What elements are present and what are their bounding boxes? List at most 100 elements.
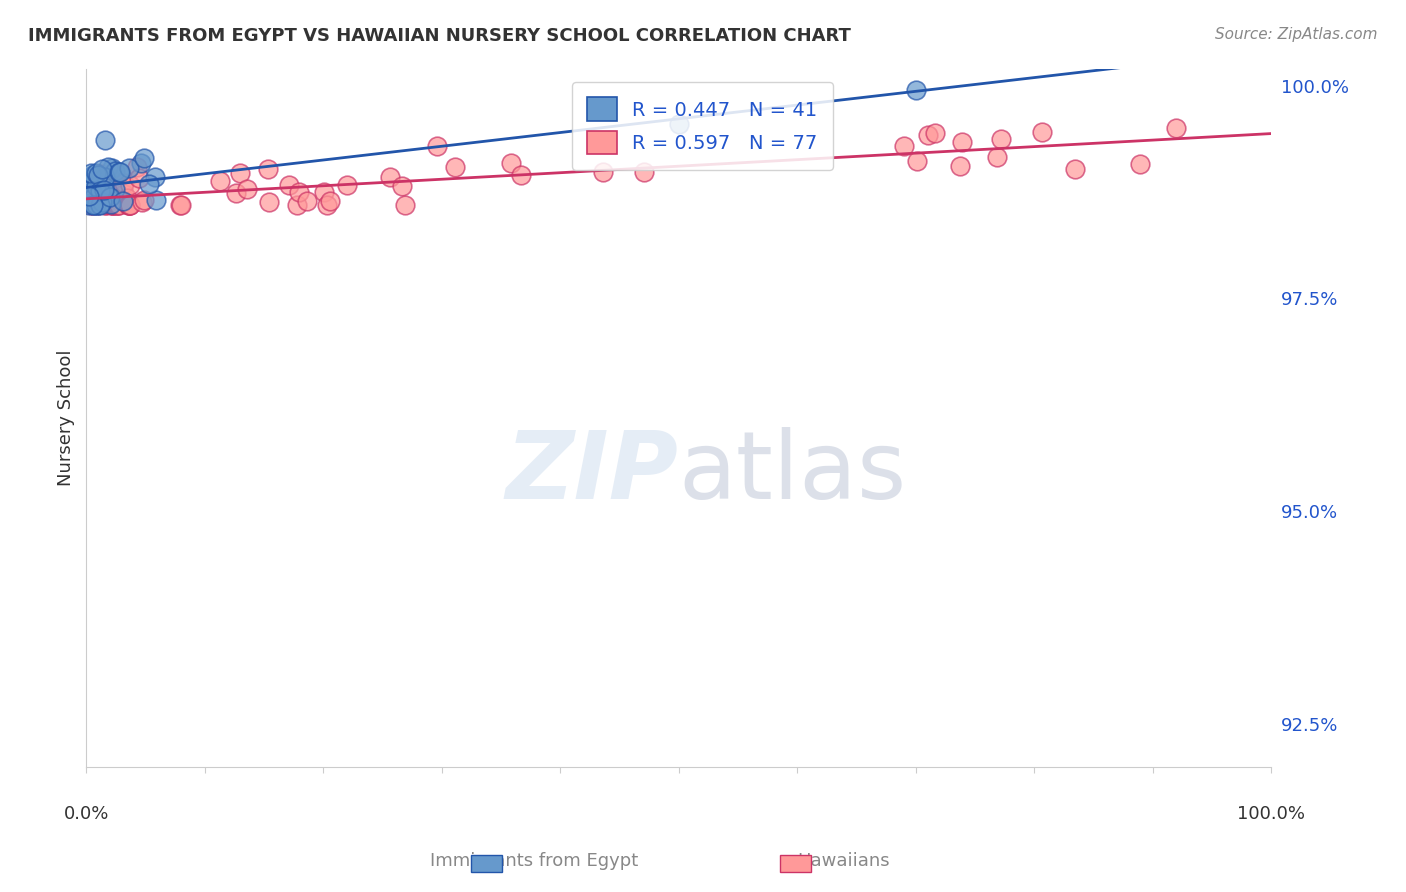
Point	[134, 151, 156, 165]
Point	[101, 198, 124, 212]
Point	[225, 186, 247, 200]
Point	[84, 198, 107, 212]
Point	[444, 160, 467, 174]
Point	[96, 196, 118, 211]
Point	[101, 161, 124, 175]
Point	[82, 168, 104, 182]
Point	[128, 171, 150, 186]
Point	[77, 178, 100, 193]
Point	[100, 198, 122, 212]
Text: atlas: atlas	[679, 427, 907, 519]
Point	[89, 198, 111, 212]
Point	[108, 198, 131, 212]
Point	[101, 172, 124, 186]
Point	[905, 154, 928, 169]
Point	[101, 186, 124, 201]
Point	[103, 182, 125, 196]
Point	[1064, 162, 1087, 177]
Point	[89, 184, 111, 198]
Point	[86, 198, 108, 212]
Point	[93, 180, 115, 194]
Point	[82, 198, 104, 212]
Point	[118, 198, 141, 212]
Point	[129, 156, 152, 170]
Point	[285, 198, 308, 212]
Point	[93, 185, 115, 199]
Point	[314, 185, 336, 199]
Text: 0.0%: 0.0%	[63, 805, 110, 823]
Point	[104, 192, 127, 206]
Point	[288, 185, 311, 199]
Point	[93, 183, 115, 197]
Point	[101, 187, 124, 202]
Point	[87, 178, 110, 192]
Point	[97, 197, 120, 211]
Point	[336, 178, 359, 192]
Point	[986, 149, 1008, 163]
Point	[145, 193, 167, 207]
Point	[83, 198, 105, 212]
Point	[82, 190, 104, 204]
Point	[138, 177, 160, 191]
Point	[115, 191, 138, 205]
Point	[104, 164, 127, 178]
Legend: R = 0.447   N = 41, R = 0.597   N = 77: R = 0.447 N = 41, R = 0.597 N = 77	[572, 82, 832, 170]
Text: IMMIGRANTS FROM EGYPT VS HAWAIIAN NURSERY SCHOOL CORRELATION CHART: IMMIGRANTS FROM EGYPT VS HAWAIIAN NURSER…	[28, 27, 851, 45]
Point	[107, 164, 129, 178]
Point	[111, 194, 134, 208]
Point	[112, 177, 135, 191]
Point	[118, 198, 141, 212]
Point	[917, 128, 939, 142]
Point	[101, 198, 124, 212]
Point	[904, 83, 927, 97]
Point	[120, 178, 142, 193]
Point	[91, 161, 114, 176]
Point	[924, 126, 946, 140]
Point	[990, 132, 1012, 146]
Point	[510, 168, 533, 182]
Point	[668, 117, 690, 131]
Point	[90, 167, 112, 181]
Point	[1129, 157, 1152, 171]
Point	[96, 179, 118, 194]
Point	[98, 170, 121, 185]
Point	[108, 165, 131, 179]
Point	[107, 198, 129, 212]
Point	[97, 189, 120, 203]
Point	[257, 161, 280, 176]
Point	[125, 160, 148, 174]
Point	[87, 168, 110, 182]
Point	[295, 194, 318, 209]
Point	[84, 166, 107, 180]
Text: Immigrants from Egypt: Immigrants from Egypt	[430, 852, 638, 870]
Point	[105, 198, 128, 212]
Text: 100.0%: 100.0%	[1237, 805, 1305, 823]
Point	[82, 198, 104, 212]
Point	[380, 170, 402, 185]
Point	[633, 165, 655, 179]
Point	[950, 135, 973, 149]
Point	[94, 198, 117, 212]
Point	[101, 198, 124, 212]
Point	[228, 166, 250, 180]
Point	[84, 178, 107, 193]
Point	[77, 198, 100, 212]
Point	[111, 179, 134, 194]
Point	[208, 173, 231, 187]
Point	[80, 175, 103, 189]
Point	[1031, 125, 1053, 139]
Point	[80, 166, 103, 180]
Point	[169, 198, 191, 212]
Point	[236, 182, 259, 196]
Point	[131, 194, 153, 209]
Point	[94, 170, 117, 185]
Point	[98, 190, 121, 204]
Point	[91, 195, 114, 210]
Text: Hawaiians: Hawaiians	[797, 852, 890, 870]
Point	[118, 198, 141, 212]
Point	[1164, 120, 1187, 135]
Point	[77, 188, 100, 202]
Point	[949, 160, 972, 174]
Point	[499, 156, 522, 170]
Point	[80, 198, 103, 212]
